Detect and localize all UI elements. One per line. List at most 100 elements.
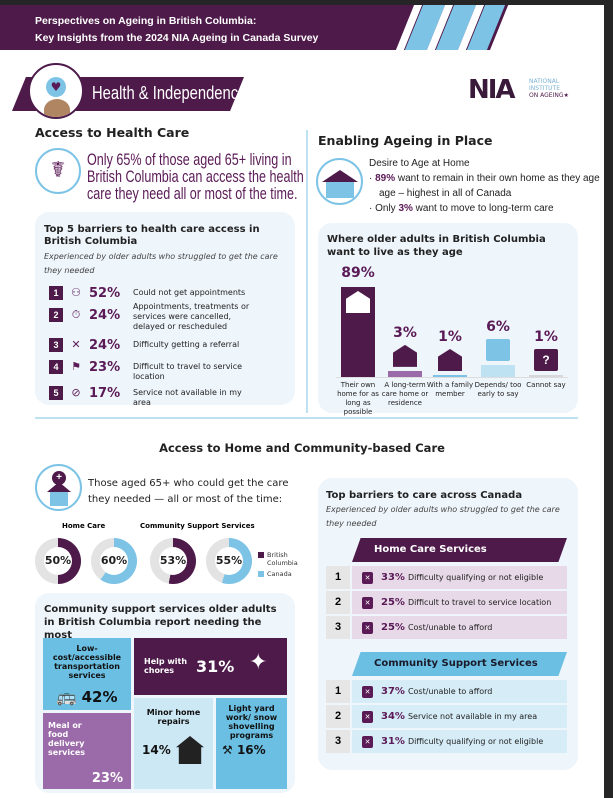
clipboard-x-icon: ✕ xyxy=(71,338,81,351)
route-icon: ⚑ xyxy=(71,360,81,373)
css-label: Community Support Services xyxy=(140,522,255,530)
chart-baseline xyxy=(336,377,568,378)
own-home-icon xyxy=(346,291,370,313)
rank-badge: 3 xyxy=(49,338,63,352)
rank-badge: 1 xyxy=(49,286,63,300)
stethoscope-icon: ☤ xyxy=(35,148,81,194)
barrier-pct: 52% xyxy=(89,286,121,301)
health-barrier-row: 1 ⚇ 52% Could not get appointments xyxy=(49,286,289,301)
bar-value-label: 6% xyxy=(486,318,510,335)
health-barriers-subtitle: Experienced by older adults who struggle… xyxy=(44,252,278,275)
bar-category-label: Depends/ too early to say xyxy=(474,381,522,398)
barrier-pct: 17% xyxy=(89,386,121,401)
canada-barriers-subtitle: Experienced by older adults who struggle… xyxy=(326,505,560,528)
health-care-headline: Only 65% of those aged 65+ living in Bri… xyxy=(87,150,304,203)
rank-number: 2 xyxy=(326,591,350,614)
barrier-pct: 24% xyxy=(89,338,121,353)
cleaning-icon: ✦ xyxy=(249,650,268,675)
bar-category-label: Their own home for as long as possible xyxy=(337,381,379,416)
donut-value: 60% xyxy=(100,547,128,575)
barrier-text: Difficult to travel to service location xyxy=(407,598,552,607)
rank-number: 1 xyxy=(326,566,350,589)
barrier-pct: 24% xyxy=(89,308,121,323)
donut-2: 53% xyxy=(150,538,196,584)
health-care-title: Access to Health Care xyxy=(35,125,190,140)
barrier-icon: ✕ xyxy=(362,685,373,698)
desire-bullet-1: · 89% want to remain in their own home a… xyxy=(369,173,600,199)
barrier-icon: ✕ xyxy=(362,710,373,723)
canada-barrier-row: 2 ✕ 25% Difficult to travel to service loc… xyxy=(326,591,567,614)
barrier-pct: 37% xyxy=(381,686,405,697)
barrier-pct: 25% xyxy=(381,597,405,608)
rank-badge: 5 xyxy=(49,386,63,400)
section-divider xyxy=(35,417,578,419)
canada-barrier-row: 3 ✕ 25% Cost/unable to afford xyxy=(326,616,567,639)
column-divider xyxy=(306,130,308,413)
health-barrier-row: 5 ⊘ 17% Service not available in my area xyxy=(49,386,289,408)
house-wrench-icon xyxy=(176,736,204,764)
header-line-1: Perspectives on Ageing in British Columb… xyxy=(35,15,257,27)
house-person-icon xyxy=(316,158,363,205)
stopwatch-icon: ⏱ xyxy=(71,308,81,321)
barrier-icon: ✕ xyxy=(362,621,373,634)
bar-category-label: With a family member xyxy=(426,381,474,398)
barrier-text: Service not available in my area xyxy=(407,712,538,721)
barrier-pct: 33% xyxy=(381,572,405,583)
barrier-pct: 31% xyxy=(381,736,405,747)
bar-value-label: 89% xyxy=(341,265,375,281)
rank-number: 3 xyxy=(326,616,350,639)
nia-logo-text: NATIONAL INSTITUTE ON AGEING★ xyxy=(529,78,569,99)
bar-value-label: 1% xyxy=(534,328,558,345)
health-barrier-row: 4 ⚑ 23% Difficult to travel to service l… xyxy=(49,360,289,382)
barrier-icon: ✕ xyxy=(362,735,373,748)
health-barriers-title: Top 5 barriers to health care access in … xyxy=(44,224,260,247)
need-yard-tile: Light yard work/ snow shovelling program… xyxy=(216,698,287,789)
health-barrier-row: 3 ✕ 24% Difficulty getting a referral xyxy=(49,338,289,353)
donut-value: 55% xyxy=(215,547,243,575)
header-band: Perspectives on Ageing in British Columb… xyxy=(0,5,604,50)
rank-number: 2 xyxy=(326,705,350,728)
donut-3: 55% xyxy=(206,538,252,584)
section-banner-title: Health & Independence xyxy=(92,83,247,103)
bar-category-label: Cannot say xyxy=(526,381,566,389)
barrier-pct: 25% xyxy=(381,622,405,633)
canada-barrier-row: 2 ✕ 34% Service not available in my area xyxy=(326,705,567,728)
bar-1 xyxy=(388,370,422,377)
barrier-text: Cost/unable to afford xyxy=(407,687,493,696)
canada-barrier-row: 1 ✕ 33% Difficulty qualifying or not eligi… xyxy=(326,566,567,589)
barrier-pct: 34% xyxy=(381,711,405,722)
bar-category-label: A long-term care home or residence xyxy=(381,381,429,407)
barrier-icon: ✕ xyxy=(362,571,373,584)
barrier-text: Cost/unable to afford xyxy=(407,623,493,632)
shovel-icon: ⚒ xyxy=(222,743,233,757)
ageing-desire-text: Desire to Age at Home · 89% want to rema… xyxy=(369,156,601,216)
barrier-pct: 23% xyxy=(89,360,121,375)
rank-badge: 2 xyxy=(49,308,63,322)
donut-1: 60% xyxy=(91,538,137,584)
needs-title: Community support services older adults … xyxy=(44,604,277,641)
bar-4 xyxy=(529,374,563,377)
family-home-icon xyxy=(438,348,462,371)
rank-number: 1 xyxy=(326,680,350,703)
need-chores-tile: Help with chores 31% ✦ xyxy=(134,638,287,695)
canada-barrier-row: 3 ✕ 31% Difficulty qualifying or not eligi… xyxy=(326,730,567,753)
live-chart-box: Where older adults in British Columbia w… xyxy=(318,223,578,416)
home-care-services-banner: Home Care Services xyxy=(352,538,567,562)
barrier-text: Could not get appointments xyxy=(133,288,246,297)
bar-3 xyxy=(481,364,515,377)
question-icon: ? xyxy=(534,348,558,371)
barrier-text: Difficulty qualifying or not eligible xyxy=(407,737,544,746)
desire-heading: Desire to Age at Home xyxy=(369,158,470,169)
rank-badge: 4 xyxy=(49,360,63,374)
health-barrier-row: 2 ⏱ 24% Appointments, treatments or serv… xyxy=(49,302,289,332)
people-icon: ⚇ xyxy=(71,286,81,299)
calendar-icon xyxy=(486,338,510,361)
donut-value: 53% xyxy=(159,547,187,575)
bar-2 xyxy=(433,374,467,377)
infographic-page: Perspectives on Ageing in British Columb… xyxy=(0,5,604,798)
barrier-text: Difficult to travel to service location xyxy=(133,362,243,381)
care-home-icon xyxy=(393,344,417,367)
barrier-text: Difficulty getting a referral xyxy=(133,340,240,349)
header-line-2: Key Insights from the 2024 NIA Ageing in… xyxy=(35,32,319,44)
community-lead: Those aged 65+ who could get the care the… xyxy=(88,478,289,505)
